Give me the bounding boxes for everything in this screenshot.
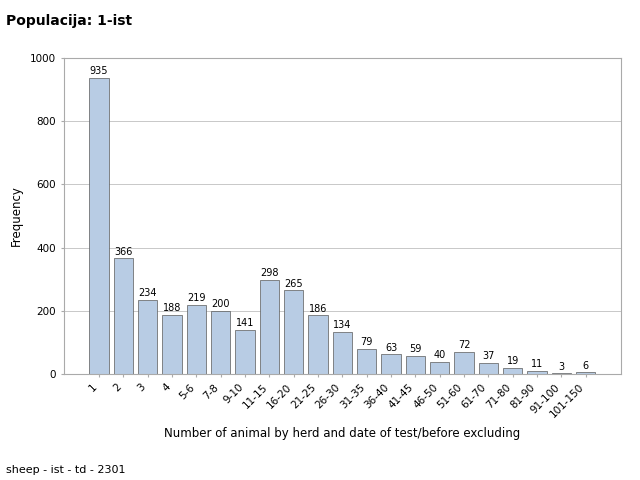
Text: 72: 72: [458, 340, 470, 350]
Bar: [430, 362, 449, 374]
Bar: [284, 290, 303, 374]
Text: 200: 200: [211, 299, 230, 309]
Text: 59: 59: [409, 344, 422, 354]
Bar: [333, 332, 352, 374]
Text: 40: 40: [434, 350, 446, 360]
Bar: [552, 373, 571, 374]
Bar: [163, 315, 182, 374]
Text: 219: 219: [187, 293, 205, 303]
Text: 6: 6: [582, 360, 589, 371]
Bar: [479, 363, 498, 374]
Text: 298: 298: [260, 268, 278, 278]
Bar: [576, 372, 595, 374]
Text: 11: 11: [531, 359, 543, 369]
Text: 19: 19: [507, 357, 519, 367]
Text: 188: 188: [163, 303, 181, 313]
Bar: [236, 330, 255, 374]
Bar: [90, 78, 109, 374]
Text: 234: 234: [138, 288, 157, 299]
Bar: [114, 258, 133, 374]
Bar: [138, 300, 157, 374]
Bar: [308, 315, 328, 374]
Text: 141: 141: [236, 318, 254, 328]
Bar: [454, 351, 474, 374]
Text: 3: 3: [558, 361, 564, 372]
Text: 935: 935: [90, 66, 108, 76]
Text: 37: 37: [482, 351, 495, 361]
Y-axis label: Frequency: Frequency: [10, 186, 23, 246]
Bar: [187, 305, 206, 374]
Text: 63: 63: [385, 343, 397, 352]
Bar: [503, 368, 522, 374]
Text: 186: 186: [309, 303, 327, 313]
Bar: [406, 356, 425, 374]
Text: 366: 366: [114, 247, 132, 256]
Text: 79: 79: [360, 337, 373, 348]
Text: sheep - ist - td - 2301: sheep - ist - td - 2301: [6, 465, 126, 475]
Bar: [211, 311, 230, 374]
Bar: [527, 371, 547, 374]
Text: Populacija: 1-ist: Populacija: 1-ist: [6, 14, 132, 28]
X-axis label: Number of animal by herd and date of test/before excluding: Number of animal by herd and date of tes…: [164, 427, 520, 440]
Bar: [381, 354, 401, 374]
Text: 265: 265: [284, 278, 303, 288]
Bar: [260, 280, 279, 374]
Text: 134: 134: [333, 320, 351, 330]
Bar: [357, 349, 376, 374]
